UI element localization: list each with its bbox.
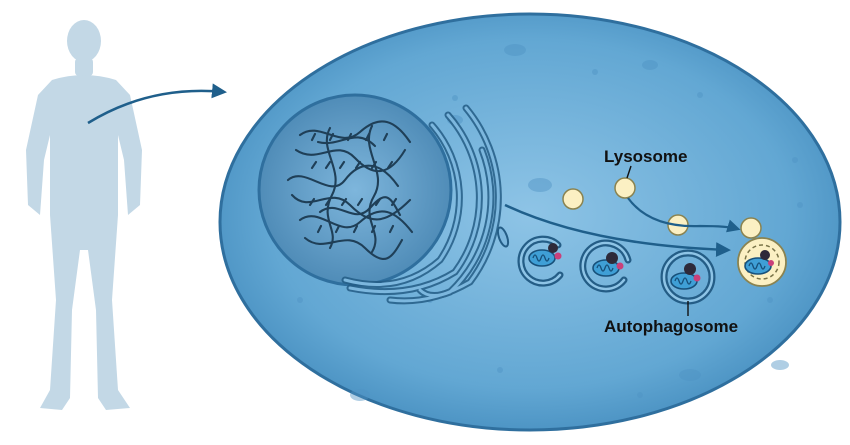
autophagy-path-arrow xyxy=(504,203,731,258)
autophagosome-label: Autophagosome xyxy=(604,317,738,336)
autolysosome xyxy=(737,237,787,287)
dna-strands xyxy=(286,120,414,261)
lysosome-leader-line xyxy=(626,165,632,179)
phagophore-stage-2 xyxy=(579,239,632,293)
body-to-cell-arrow xyxy=(87,83,227,125)
human-body-icon xyxy=(26,20,142,410)
nucleus xyxy=(257,93,453,287)
phagophore-stage-1 xyxy=(517,235,564,287)
lysosome-path-arrow xyxy=(627,197,741,233)
lysosome-label: Lysosome xyxy=(604,147,687,166)
vesicle-fragment xyxy=(496,226,510,248)
